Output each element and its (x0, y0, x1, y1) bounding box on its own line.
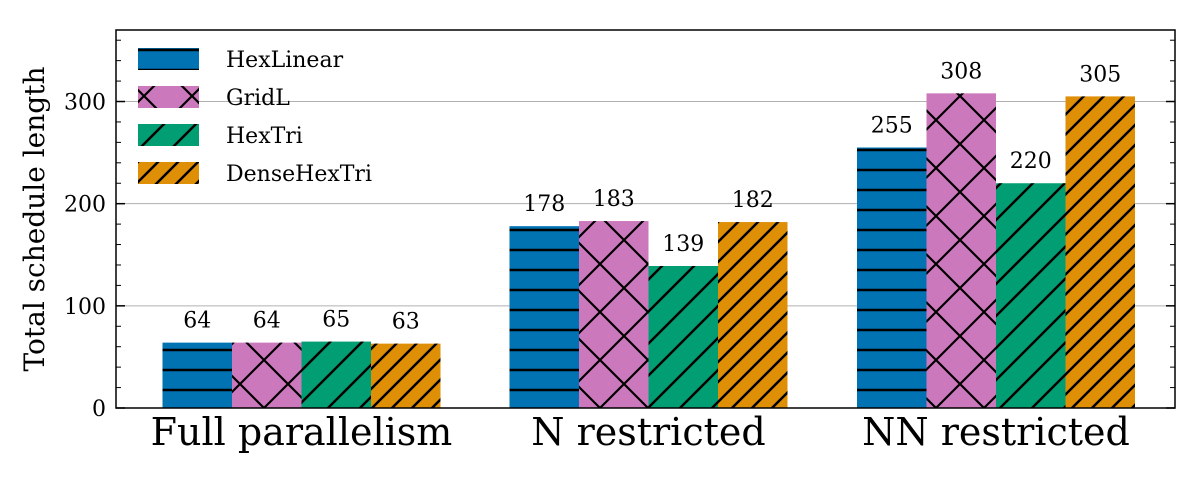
data-label: 65 (322, 308, 350, 333)
legend: HexLinear GridL HexTri DenseHexTri (138, 48, 372, 187)
legend-swatch-hatch (138, 48, 199, 70)
y-tick-label: 100 (64, 295, 106, 320)
data-label: 183 (593, 187, 635, 212)
bar-hatch (509, 226, 579, 408)
legend-label: DenseHexTri (226, 162, 372, 187)
bar-hatch (162, 342, 232, 408)
data-label: 220 (1010, 149, 1052, 174)
bar-hatch (926, 93, 996, 408)
x-category-label: N restricted (531, 410, 765, 454)
data-label: 64 (253, 309, 281, 334)
x-category-label: Full parallelism (151, 410, 453, 454)
bar-hatch (232, 342, 302, 408)
data-label: 308 (940, 59, 982, 84)
data-label: 182 (732, 188, 774, 213)
bar-hatch (579, 221, 649, 408)
bars (162, 93, 1135, 409)
bar-hatch (857, 147, 927, 408)
data-label: 305 (1079, 62, 1121, 87)
bar-hatch (301, 341, 371, 408)
legend-label: HexLinear (226, 48, 344, 73)
data-labels: 64 178 255 64 183 308 65 139 220 63 182 305 (183, 59, 1121, 334)
y-axis-ticks: 0 100 200 300 (64, 39, 1175, 422)
bar-hatch (718, 222, 788, 408)
y-axis-label: Total schedule length (18, 67, 51, 372)
data-label: 64 (183, 309, 211, 334)
data-label: 178 (523, 192, 565, 217)
data-label: 139 (662, 232, 704, 257)
bar-hatch (996, 183, 1066, 408)
x-axis-category-labels: Full parallelism N restricted NN restricte… (151, 410, 1130, 454)
legend-swatch-hatch (138, 86, 199, 108)
bar-hatch (1065, 96, 1135, 409)
y-tick-label: 200 (64, 193, 106, 218)
bar-hatch (371, 343, 441, 408)
bar-hatch (648, 265, 718, 408)
y-tick-label: 0 (92, 397, 106, 422)
data-label: 63 (392, 310, 420, 335)
legend-swatch-hatch (138, 162, 199, 184)
legend-swatch-hatch (138, 124, 199, 146)
legend-label: GridL (226, 86, 290, 111)
legend-label: HexTri (226, 124, 303, 149)
x-category-label: NN restricted (862, 410, 1130, 454)
data-label: 255 (871, 113, 913, 138)
plot-frame (115, 29, 1176, 409)
y-tick-label: 300 (64, 91, 106, 116)
